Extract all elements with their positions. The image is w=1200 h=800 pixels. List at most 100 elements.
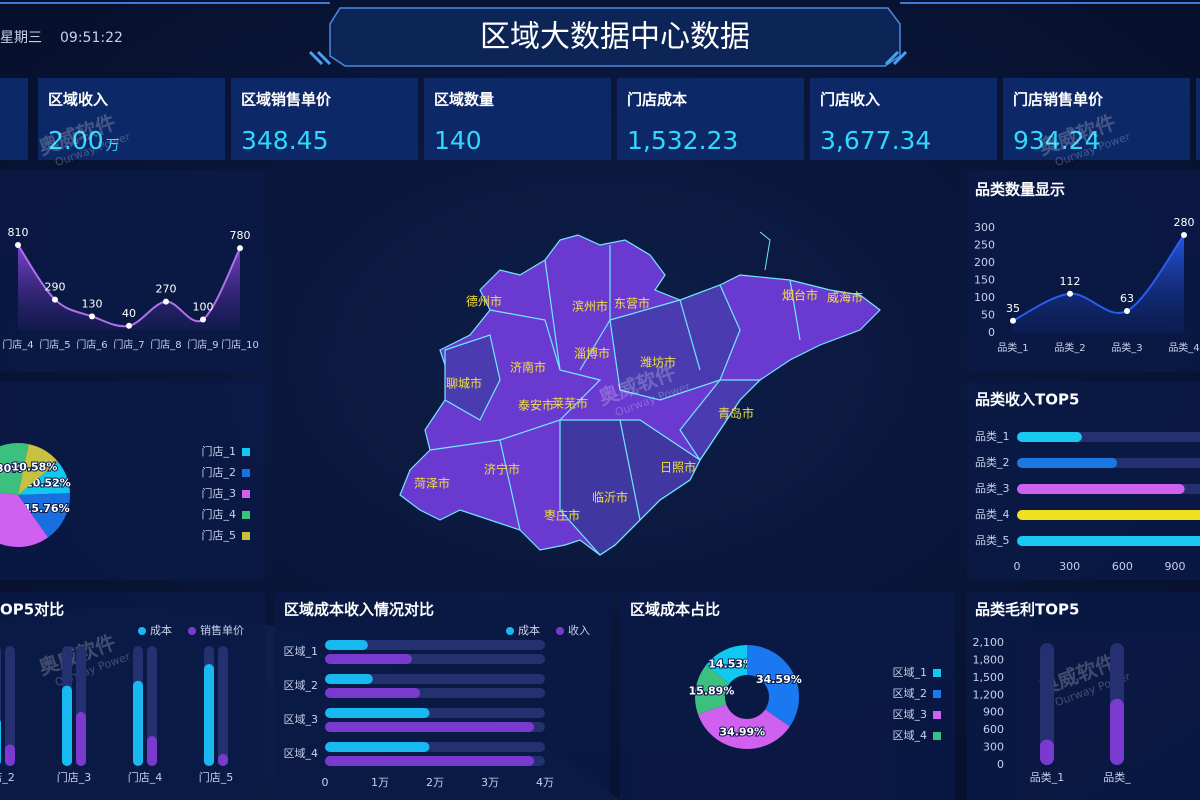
legend-label: 区域_3	[893, 708, 928, 721]
map-label: 东营市	[614, 296, 650, 311]
x-tick-label: 3万	[481, 776, 499, 789]
slice	[0, 492, 49, 547]
legend-swatch	[242, 532, 250, 540]
slice	[18, 461, 70, 495]
slice	[705, 645, 747, 684]
legend-swatch	[242, 511, 250, 519]
legend-swatch	[188, 627, 196, 635]
point	[1010, 317, 1016, 324]
bar	[1040, 739, 1054, 765]
legend-label: 成本	[518, 623, 540, 637]
data-label: 290	[45, 281, 66, 294]
x-tick-label: 300	[1059, 560, 1080, 573]
legend-label: 门店_2	[202, 465, 237, 479]
point	[52, 296, 58, 303]
slice	[18, 493, 70, 538]
x-tick-label: 门店_9	[187, 338, 218, 351]
y-tick-label: 品类_4	[975, 507, 1010, 521]
bar	[133, 680, 143, 766]
x-tick-label: 门店_5	[39, 338, 70, 351]
legend-swatch	[933, 690, 941, 698]
map-label: 济南市	[510, 360, 546, 375]
data-label: 15.76%	[24, 502, 70, 515]
legend-label: 区域_4	[893, 729, 928, 742]
panel-title: 区域成本收入情况对比	[284, 601, 434, 619]
y-tick-label: 区域_4	[284, 747, 319, 760]
data-label: 35	[1006, 302, 1020, 315]
data-label: 10.58%	[12, 461, 58, 474]
bar	[147, 736, 157, 766]
x-tick-label: 门店_8	[150, 338, 181, 351]
y-tick-label: 品类_1	[975, 429, 1010, 443]
x-tick-label: 4万	[536, 776, 554, 789]
bar	[0, 720, 1, 764]
map-label: 青岛市	[718, 406, 754, 421]
y-tick-label: 300	[974, 221, 995, 234]
kpi-label: 门店销售单价	[1013, 91, 1104, 109]
bar	[325, 742, 430, 752]
kpi-unit: 万	[106, 138, 120, 154]
kpi-value: 140	[434, 126, 482, 155]
y-tick-label: 品类_3	[975, 481, 1010, 495]
bar	[204, 664, 214, 766]
map-label: 淄博市	[574, 346, 610, 361]
point	[163, 298, 169, 305]
x-tick-label: 门店_4	[128, 770, 163, 784]
point	[200, 316, 206, 323]
data-label: 100	[193, 301, 214, 314]
slice	[697, 704, 790, 749]
y-tick-label: 200	[974, 256, 995, 269]
map-label: 聊城市	[446, 376, 482, 391]
x-tick-label: 品类_1	[1030, 770, 1065, 784]
bar	[325, 756, 534, 766]
y-tick-label: 600	[983, 723, 1004, 736]
kpi-label: 区域收入	[48, 91, 108, 109]
map-islands	[759, 231, 771, 271]
legend-label: 销售单价	[200, 623, 244, 637]
kpi-value: 348.45	[241, 126, 328, 155]
y-tick-label: 100	[974, 291, 995, 304]
data-label: 780	[230, 229, 251, 242]
y-tick-label: 品类_2	[975, 455, 1010, 469]
bar	[5, 744, 15, 766]
panel	[0, 170, 265, 372]
point	[1124, 307, 1130, 314]
panel-title: 区域成本占比	[630, 601, 720, 619]
point	[89, 313, 95, 320]
x-tick-label: 600	[1112, 560, 1133, 573]
bar	[76, 712, 86, 766]
legend-swatch	[933, 711, 941, 719]
bar	[325, 674, 373, 684]
kpi-value: 3,677.34	[820, 126, 931, 155]
panel	[967, 592, 1200, 800]
bar	[62, 685, 72, 766]
bar	[325, 688, 421, 698]
header-decor	[308, 50, 908, 66]
data-label: 34.99%	[719, 726, 765, 739]
map-label: 济宁市	[484, 462, 520, 477]
x-tick-label: 门店_10	[221, 338, 259, 351]
bar-track	[325, 640, 545, 650]
header-frame	[329, 7, 901, 67]
map-label: 枣庄市	[544, 508, 580, 523]
bar	[1017, 458, 1118, 468]
kpi-label: 区域数量	[434, 91, 494, 109]
x-tick-label: 品类_4	[1168, 341, 1199, 354]
point	[1067, 290, 1073, 297]
legend-swatch	[242, 448, 250, 456]
x-tick-label: 店_2	[0, 770, 15, 784]
x-tick-label: 门店_3	[57, 770, 92, 784]
data-label: 34.59%	[756, 673, 802, 686]
bar	[1017, 510, 1200, 520]
kpi-card	[38, 78, 225, 160]
area	[1013, 235, 1184, 333]
map-region	[609, 284, 741, 401]
legend-swatch	[242, 469, 250, 477]
y-tick-label: 900	[983, 706, 1004, 719]
legend-swatch	[138, 627, 146, 635]
slice	[695, 665, 730, 715]
y-tick-label: 300	[983, 741, 1004, 754]
bar-track	[147, 646, 157, 766]
y-tick-label: 区域_2	[284, 679, 319, 692]
